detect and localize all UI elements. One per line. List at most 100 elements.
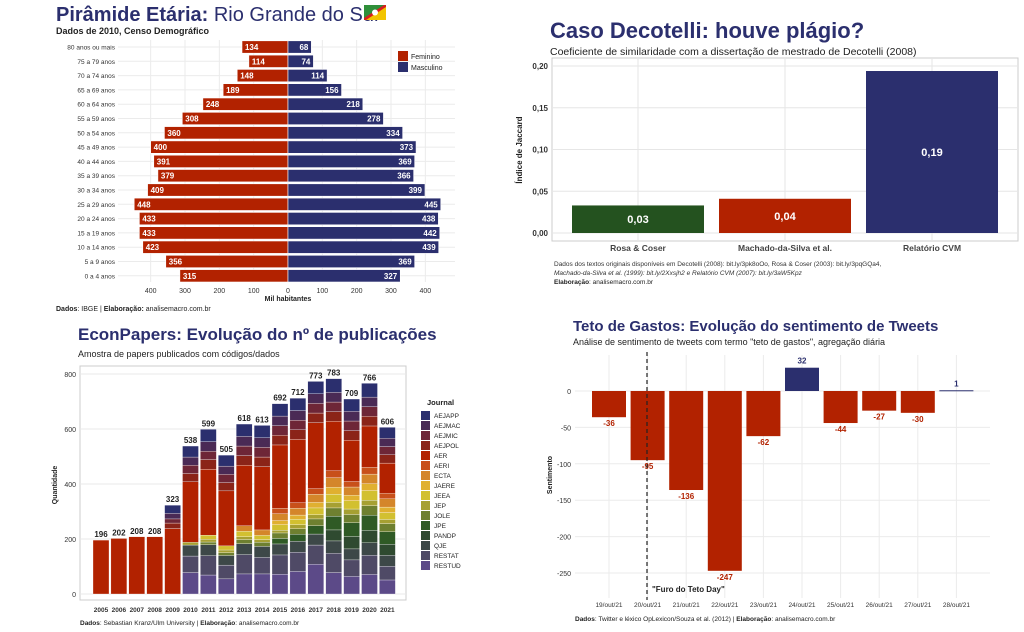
legend-swatch bbox=[421, 431, 430, 440]
bar-segment-aeri bbox=[379, 493, 396, 500]
x-tick-label: 0 bbox=[286, 288, 290, 295]
bar-segment-ecta bbox=[236, 525, 253, 532]
bar-segment-aer bbox=[182, 481, 199, 543]
bar-segment-jeea bbox=[236, 531, 253, 537]
data-label-masculino: 369 bbox=[398, 157, 412, 166]
x-tick-label: 2010 bbox=[183, 607, 198, 614]
bar-segment-qje bbox=[253, 546, 271, 558]
data-label-feminino: 433 bbox=[142, 215, 156, 224]
bar-segment-restat bbox=[361, 555, 378, 575]
bar-masculino bbox=[287, 255, 415, 269]
x-axis-label: Mil habitantes bbox=[265, 296, 312, 303]
bar-segment-jep bbox=[236, 536, 253, 540]
bar-segment-jole bbox=[325, 507, 342, 517]
bar-segment-qje bbox=[307, 533, 324, 546]
econpapers-subtitle: Amostra de papers publicados com códigos… bbox=[78, 349, 280, 359]
legend-swatch bbox=[421, 421, 430, 430]
bar-masculino bbox=[287, 169, 414, 183]
y-tick-label: -200 bbox=[557, 535, 571, 542]
x-tick-label: 26/out/21 bbox=[866, 602, 893, 609]
bar-segment-ecta bbox=[343, 486, 360, 496]
caption-part: Dados bbox=[575, 616, 595, 623]
y-tick-label: 55 a 59 anos bbox=[77, 116, 115, 123]
x-tick-label: 2018 bbox=[326, 607, 341, 614]
rio-grande-do-sul-flag-icon bbox=[364, 5, 386, 20]
bar bbox=[746, 391, 781, 437]
bar-segment-aejapp bbox=[182, 445, 199, 458]
bar-segment-jole bbox=[200, 541, 217, 545]
data-label: 32 bbox=[798, 357, 807, 366]
y-tick-label: 35 a 39 anos bbox=[77, 173, 115, 180]
bar-segment-jep bbox=[200, 539, 217, 543]
legend-label: JAERE bbox=[434, 483, 456, 490]
data-label-total: 208 bbox=[148, 527, 162, 536]
bar bbox=[719, 198, 851, 233]
legend-label: AER bbox=[434, 453, 448, 460]
bar-segment-jaere bbox=[361, 483, 378, 491]
y-tick-label: 0,20 bbox=[532, 62, 548, 71]
legend-label: ECTA bbox=[434, 473, 452, 480]
bar-segment-aejpol bbox=[182, 473, 199, 482]
bar-segment-aejmic bbox=[361, 406, 378, 417]
bar-segment-restud bbox=[379, 579, 396, 595]
x-tick-label: 22/out/21 bbox=[711, 602, 738, 609]
bar-segment-jeea bbox=[271, 524, 289, 531]
bar-segment-restat bbox=[379, 566, 396, 581]
x-tick-label: 400 bbox=[145, 288, 157, 295]
bar-segment-jaere bbox=[271, 520, 289, 525]
x-tick-label: 200 bbox=[213, 288, 225, 295]
y-tick-label: 400 bbox=[64, 482, 76, 489]
data-label-total: 208 bbox=[130, 527, 144, 536]
pyramid-caption: Dados: IBGE | Elaboração: analisemacro.c… bbox=[56, 306, 211, 313]
x-tick-label: 2005 bbox=[94, 607, 109, 614]
data-label-masculino: 445 bbox=[424, 200, 438, 209]
bar-masculino bbox=[287, 83, 342, 97]
x-tick-label: 19/out/21 bbox=[595, 602, 622, 609]
data-label: 0,03 bbox=[627, 214, 648, 226]
legend-label: AEJMAC bbox=[434, 423, 461, 430]
bar-segment-restud bbox=[361, 574, 378, 595]
data-label-feminino: 423 bbox=[146, 243, 160, 252]
bar-segment-aer bbox=[271, 444, 289, 509]
caption-part: Elaboração bbox=[200, 620, 235, 627]
bar-segment-jeea bbox=[289, 519, 307, 525]
legend-label: JOLE bbox=[434, 513, 451, 520]
y-tick-label: 0,15 bbox=[532, 104, 548, 113]
bar-segment-jaere bbox=[289, 514, 307, 520]
bar-segment-ecta bbox=[325, 477, 342, 488]
caption-part: Elaboração bbox=[736, 616, 771, 623]
bar-segment-aejpol bbox=[271, 435, 289, 446]
data-label-total: 773 bbox=[309, 371, 323, 380]
bar-segment-restat bbox=[236, 554, 253, 575]
bar-segment-jep bbox=[361, 500, 378, 506]
bar-segment-restat bbox=[271, 554, 289, 575]
bar-segment-aejapp bbox=[253, 425, 271, 438]
x-tick-label: Rosa & Coser bbox=[610, 243, 666, 253]
bar-segment-aejpol bbox=[236, 455, 253, 466]
x-tick-label: 2019 bbox=[344, 607, 359, 614]
bar-segment-restat bbox=[253, 557, 271, 575]
x-tick-label: 2012 bbox=[219, 607, 234, 614]
bar-segment-aer bbox=[200, 468, 217, 536]
legend-label: RESTAT bbox=[434, 553, 459, 560]
y-tick-label: 45 a 49 anos bbox=[77, 145, 115, 152]
bar-segment-aejapp bbox=[218, 454, 235, 467]
bar-feminino bbox=[153, 154, 289, 168]
bar-segment-aer bbox=[379, 462, 396, 494]
legend-swatch bbox=[421, 441, 430, 450]
data-label-feminino: 308 bbox=[185, 115, 199, 124]
econpapers-title: EconPapers: Evolução do nº de publicaçõe… bbox=[78, 325, 437, 344]
bar-segment-aejmic bbox=[343, 420, 360, 431]
bar-segment-jaere bbox=[379, 506, 396, 513]
data-label: 1 bbox=[954, 379, 959, 388]
data-label-masculino: 114 bbox=[311, 72, 324, 81]
legend-label: Masculino bbox=[411, 65, 443, 72]
legend-swatch bbox=[421, 471, 430, 480]
caption-part: Dados bbox=[56, 306, 78, 313]
bar-segment-aer bbox=[289, 439, 307, 503]
bar-feminino bbox=[157, 169, 289, 183]
bar-segment-jole bbox=[379, 523, 396, 532]
bar-segment-aer bbox=[128, 536, 145, 595]
legend-swatch bbox=[421, 411, 430, 420]
caption-part: : Twitter e léxico OpLexicon/Souza et al… bbox=[595, 616, 736, 623]
